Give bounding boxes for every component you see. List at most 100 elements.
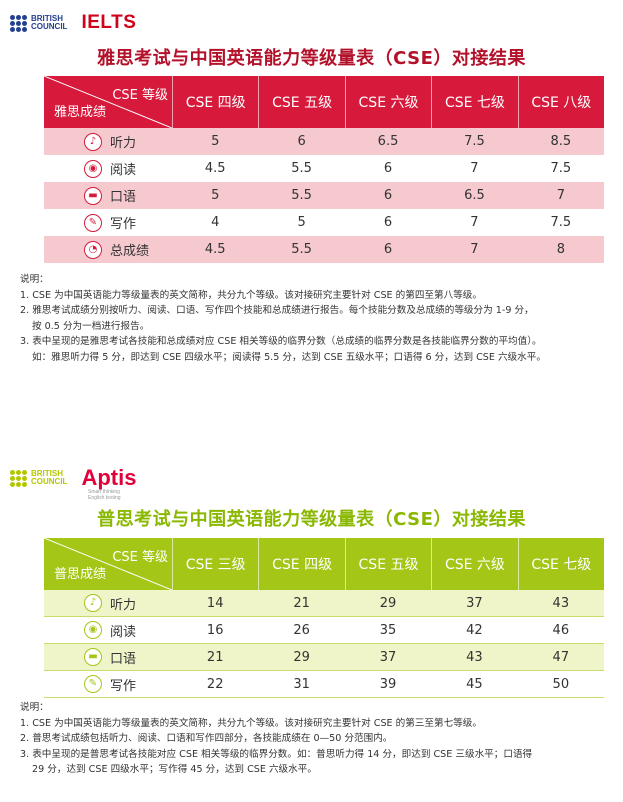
column-header: CSE 三级 [172,538,258,590]
score-cell: 8.5 [550,134,572,149]
note-line: 2. 普思考试成绩包括听力、阅读、口语和写作四部分，各技能成绩在 0—50 分范… [20,733,393,744]
ielts-title: 雅思考试与中国英语能力等级量表（CSE）对接结果 [97,48,526,69]
speech-bubble-icon: ▬ [84,648,102,666]
row-label: 口语 [110,651,137,667]
note-line: 3. 表中呈现的是雅思考试各技能和总成绩对应 CSE 相关等级的临界分数（总成绩… [20,336,542,347]
ear-icon: ♪ [84,594,102,612]
score-cell: 5 [211,134,220,149]
score-cell: 6 [383,215,393,230]
score-cell: 16 [206,622,224,638]
table-row: ✎ 写作 4 5 6 7 7.5 [44,209,604,236]
diagonal-divider [44,76,172,128]
bc-line2: COUNCIL [31,22,68,31]
tagline-line2: English testing [88,495,121,501]
row-label-cell: ◉ 阅读 [44,617,172,643]
score-cell: 26 [293,622,310,638]
eye-icon: ◉ [84,621,102,639]
row-label-cell: ♪ 听力 [44,128,172,155]
score-cell: 43 [466,649,483,665]
score-cell: 7 [556,188,565,203]
row-label-cell: ♪ 听力 [44,590,172,616]
note-line: 按 0.5 分为一档进行报告。 [32,320,150,332]
column-header: CSE 六级 [431,538,517,590]
column-header: CSE 四级 [258,538,344,590]
score-cell: 8 [556,242,565,257]
score-cell: 21 [206,649,224,665]
diagonal-divider [44,538,172,590]
ear-icon: ♪ [84,132,102,151]
british-council-wordmark: BRITISH COUNCIL [31,470,67,486]
row-label-cell: ▬ 口语 [44,644,172,670]
note-line: 29 分，达到 CSE 四级水平；写作得 45 分，达到 CSE 六级水平。 [32,764,317,775]
note-line: 3. 表中呈现的是普思考试各技能对应 CSE 相关等级的临界分数。如：普思听力得… [20,748,533,760]
note-line: 如：雅思听力得 5 分，即达到 CSE 四级水平；阅读得 5.5 分，达到 CS… [32,351,546,363]
bc-line2: COUNCIL [31,477,68,486]
score-cell: 5 [297,215,306,230]
score-cell: 6 [383,161,393,176]
table-row: ◉ 阅读 4.5 5.5 6 7 7.5 [44,155,604,182]
ielts-table-body: ♪ 听力 5 6 6.5 7.5 8.5 ◉ 阅读 4.5 5.5 6 7 7.5 ▬ 口语 5 5.5 6 6.5 7… [44,128,604,263]
aptis-cse-table: CSE 等级 普思成绩 CSE 三级 CSE 四级 CSE 五级 CSE 六级 … [44,538,604,698]
ielts-logo-row: BRITISH COUNCIL IELTS [10,8,136,38]
score-cell: 31 [293,676,310,692]
tagline-line1: Smart thinking [88,489,120,495]
row-label: 写作 [110,217,137,232]
row-label: 听力 [110,597,137,613]
column-header: CSE 五级 [258,76,344,128]
score-cell: 45 [466,676,483,692]
note-line: 1. CSE 为中国英语能力等级量表的英文简称，共分九个等级。该对接研究主要针对… [20,289,482,301]
score-cell: 47 [552,649,570,665]
corner-bottom-label: 普思成绩 [54,567,107,582]
row-label: 总成绩 [110,244,150,259]
score-cell: 14 [206,595,224,611]
score-cell: 5.5 [291,161,312,176]
score-cell: 39 [379,676,397,692]
score-cell: 7 [470,161,479,176]
column-header: CSE 八级 [517,76,604,128]
row-label: 口语 [110,190,137,205]
aptis-title: 普思考试与中国英语能力等级量表（CSE）对接结果 [97,509,526,530]
score-cell: 29 [293,649,310,665]
row-label-cell: ▬ 口语 [44,182,172,209]
score-cell: 4 [211,215,220,230]
pen-icon: ✎ [84,675,102,693]
british-council-wordmark: BRITISH COUNCIL [31,15,67,31]
score-cell: 4.5 [204,242,226,257]
row-label: 写作 [110,678,137,694]
row-label-cell: ✎ 写作 [44,671,172,697]
score-cell: 6.5 [464,188,485,203]
score-cell: 46 [552,622,570,638]
aptis-logo: Aptis [81,465,137,490]
column-header: CSE 七级 [517,538,604,590]
score-cell: 37 [466,595,483,611]
aptis-notes: 说明： 1. CSE 为中国英语能力等级量表的英文简称，共分九个等级。该对接研究… [20,700,610,778]
ielts-section: BRITISH COUNCIL IELTS 雅思考试与中国英语能力等级量表（CS… [0,0,623,400]
notes-title: 说明： [20,274,49,285]
table-row: ♪ 听力 5 6 6.5 7.5 8.5 [44,128,604,155]
row-label: 阅读 [110,624,137,640]
note-line: 2. 雅思考试成绩分别按听力、阅读、口语、写作四个技能和总成绩进行报告。每个技能… [20,305,534,316]
score-cell: 35 [379,622,397,638]
score-cell: 7 [470,242,479,257]
score-cell: 4.5 [204,161,226,176]
table-row: ▬ 口语 5 5.5 6 6.5 7 [44,182,604,209]
notes-title: 说明： [20,702,49,713]
table-row: ◔ 总成绩 4.5 5.5 6 7 8 [44,236,604,263]
score-cell: 7.5 [464,134,485,149]
table-row: ✎ 写作 22 31 39 45 50 [44,671,604,698]
note-line: 1. CSE 为中国英语能力等级量表的英文简称，共分九个等级。该对接研究主要针对… [20,717,482,729]
score-cell: 7.5 [550,215,572,230]
row-label-cell: ✎ 写作 [44,209,172,236]
score-cell: 37 [379,649,397,665]
ielts-logo: IELTS [81,12,137,33]
score-cell: 21 [293,595,310,611]
eye-icon: ◉ [84,159,102,178]
ielts-header-corner: CSE 等级 雅思成绩 [44,76,172,128]
score-cell: 6 [383,188,393,203]
score-cell: 22 [206,676,224,692]
column-header: CSE 五级 [344,538,431,590]
speech-bubble-icon: ▬ [84,186,102,205]
score-cell: 5.5 [291,188,312,203]
aptis-section: BRITISH COUNCIL Aptis Smart thinking Eng… [0,455,623,802]
row-label: 阅读 [110,163,137,178]
